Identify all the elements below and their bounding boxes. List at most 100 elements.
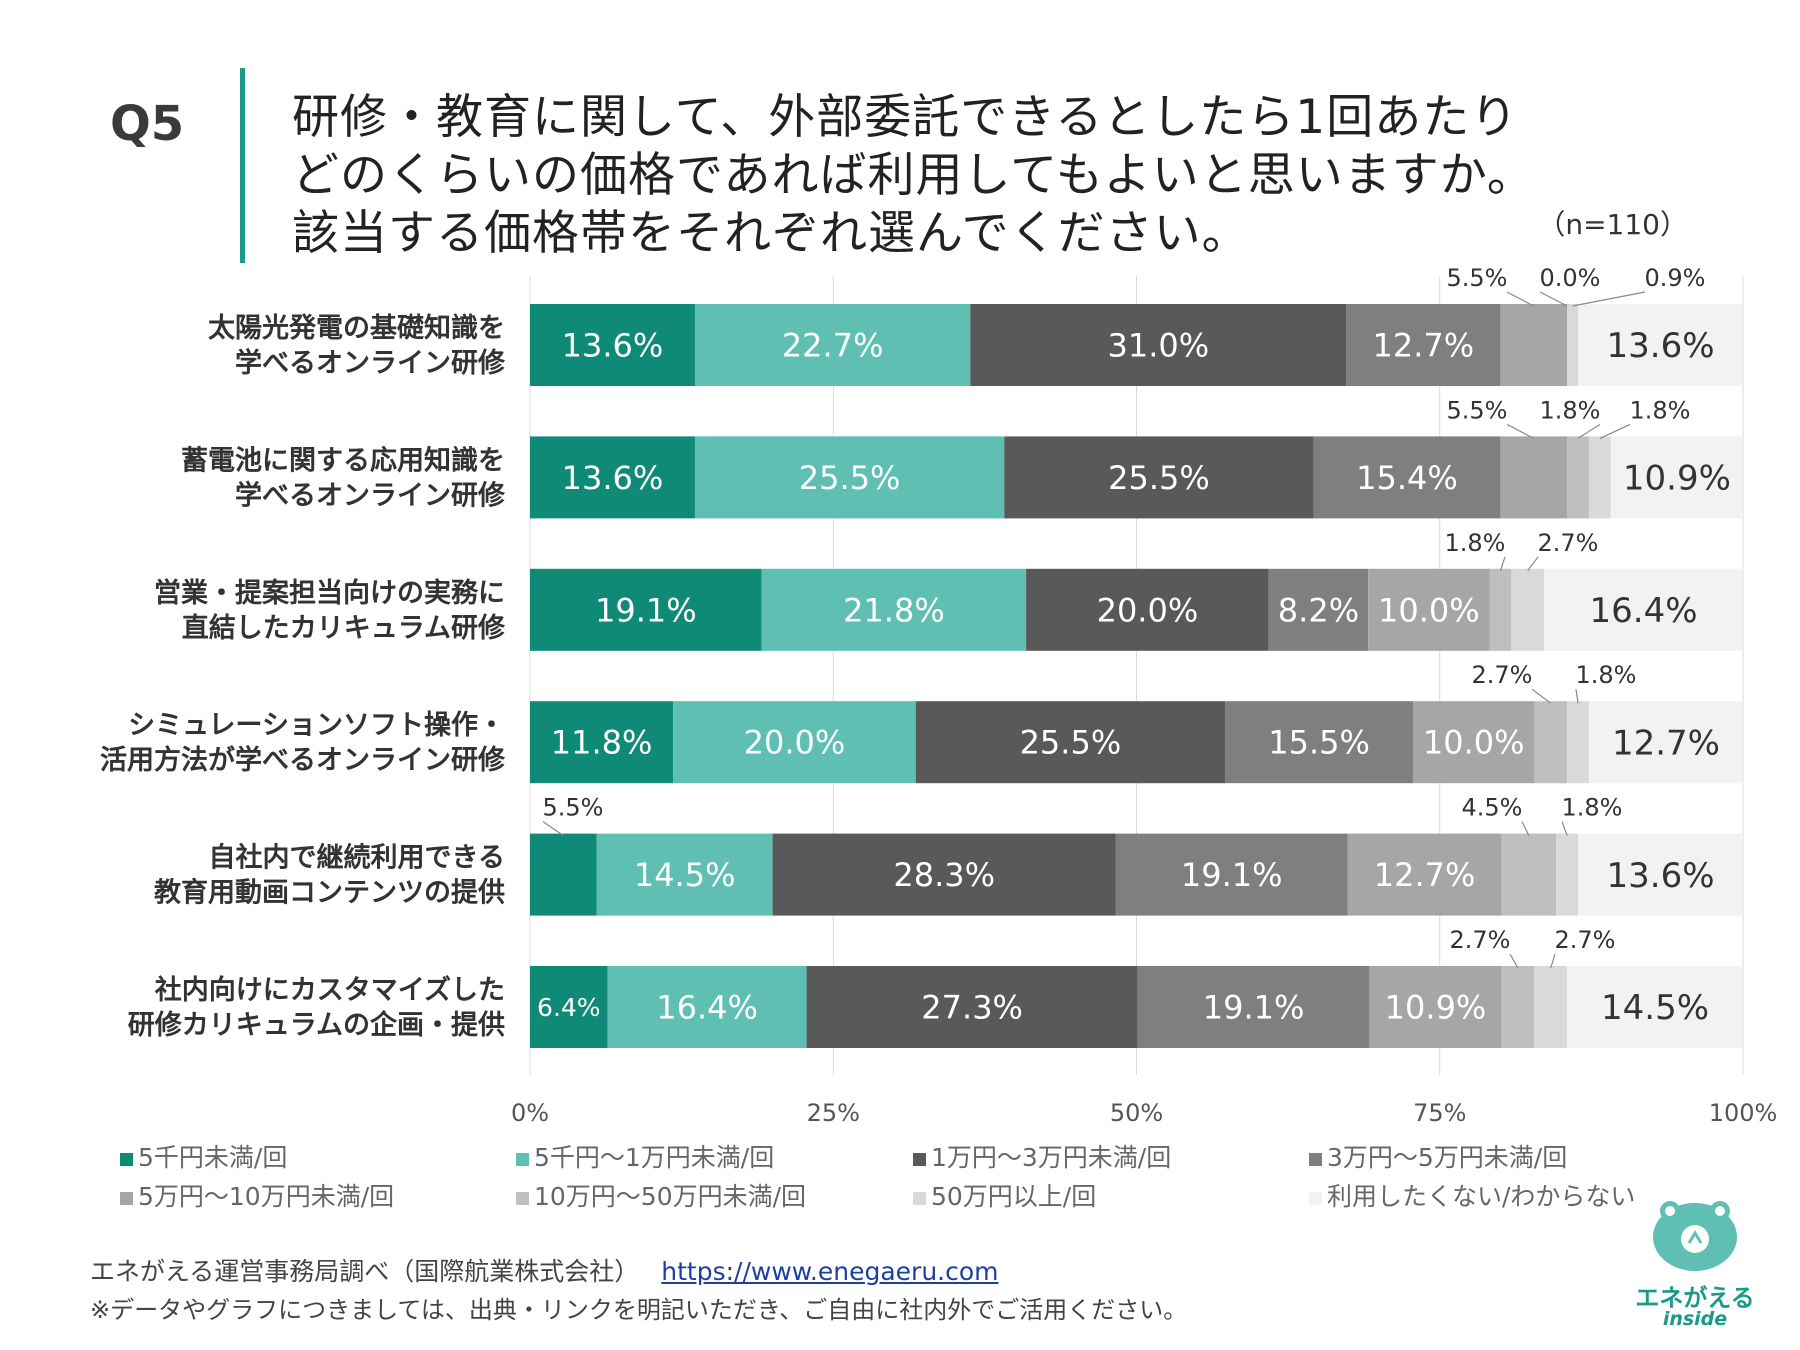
data-label: 10.9% (1623, 459, 1731, 499)
data-label: 21.8% (843, 591, 945, 629)
bar-segment (673, 701, 916, 784)
data-label: 14.5% (634, 856, 736, 894)
question-line-3: 該当する価格帯をそれぞれ選んでください。 (292, 206, 1250, 261)
data-label: 14.5% (1601, 988, 1709, 1028)
footer-link[interactable]: https://www.enegaeru.com (661, 1257, 999, 1286)
bar-segment (1556, 833, 1579, 916)
callout-label: 1.8% (1576, 661, 1637, 689)
enegaeru-logo (1653, 1201, 1737, 1271)
legend-swatch (516, 1192, 529, 1205)
category-label: 太陽光発電の基礎知識を (208, 313, 505, 344)
bar-segment (694, 304, 971, 386)
callout-leader (1561, 821, 1568, 836)
bar-segment (1369, 966, 1502, 1048)
category-label: 蓄電池に関する応用知識を (181, 444, 505, 476)
category-label: 社内向けにカスタマイズした (155, 974, 505, 1006)
callout-leader (1527, 556, 1539, 572)
x-tick-label: 50% (1110, 1099, 1163, 1127)
logo-frog-pupil-right (1715, 1206, 1725, 1216)
bar-segment (1544, 568, 1743, 651)
callout-label: 4.5% (1462, 794, 1523, 822)
data-label: 19.1% (1203, 989, 1305, 1027)
data-label: 13.6% (562, 327, 664, 365)
category-label: 学べるオンライン研修 (235, 347, 506, 379)
category-label: 活用方法が学べるオンライン研修 (100, 744, 506, 776)
legend-swatch (913, 1192, 926, 1205)
data-label: 13.6% (562, 459, 664, 497)
logo-bulb-filament (1687, 1230, 1703, 1244)
bar-segment (1347, 833, 1502, 916)
legend-swatch (913, 1153, 926, 1166)
callout-leader (1550, 953, 1556, 969)
callout-leader (1539, 291, 1568, 307)
bar-segment (1501, 966, 1535, 1048)
x-tick-label: 0% (511, 1099, 549, 1127)
callout-leader (1509, 953, 1519, 969)
bar-segment (1004, 436, 1314, 519)
callout-label: 2.7% (1450, 926, 1511, 954)
callout-leader (1572, 291, 1646, 307)
bar-segment (1578, 833, 1743, 916)
bar-segment (530, 701, 674, 784)
callout-label: 1.8% (1445, 529, 1506, 557)
callout-label: 2.7% (1538, 529, 1599, 557)
callout-label: 1.8% (1630, 396, 1691, 424)
legend-label: 5千円～1万円未満/回 (534, 1143, 774, 1172)
bar-segment (1501, 833, 1557, 916)
data-label: 20.0% (744, 724, 846, 762)
bar-segment (1500, 436, 1568, 519)
bar-segment (1567, 436, 1589, 519)
bar-segment (1026, 568, 1269, 651)
x-tick-label: 100% (1709, 1099, 1778, 1127)
data-label: 10.9% (1385, 989, 1487, 1027)
data-label: 10.0% (1378, 591, 1480, 629)
bar-segment (1368, 568, 1490, 651)
data-label: 15.4% (1356, 459, 1458, 497)
bar-segment (607, 966, 807, 1048)
question-accent-bar (240, 68, 245, 263)
data-label: 13.6% (1607, 856, 1715, 896)
bar-segment (1534, 701, 1568, 784)
callout-leader (1506, 423, 1535, 439)
callout-leader (1575, 689, 1579, 704)
category-label: シミュレーションソフト操作・ (128, 710, 505, 741)
legend-label: 利用したくない/わからない (1327, 1182, 1635, 1211)
bar-segment (1511, 568, 1545, 651)
data-label: 19.1% (1181, 856, 1283, 894)
data-label: 11.8% (551, 724, 653, 762)
legend-label: 50万円以上/回 (931, 1182, 1096, 1211)
legend-label: 10万円～50万円未満/回 (534, 1182, 806, 1211)
callout-leader (1577, 423, 1601, 439)
bar-segment (596, 833, 773, 916)
footer-note: ※データやグラフにつきましては、出典・リンクを明記いただき、ご自由に社内外でご活… (90, 1296, 1188, 1324)
callout-label: 5.5% (1447, 396, 1508, 424)
data-label: 27.3% (921, 989, 1023, 1027)
callout-label: 2.7% (1472, 661, 1533, 689)
callout-leader (1531, 688, 1552, 704)
legend-swatch (1309, 1192, 1322, 1205)
bar-segment (530, 966, 608, 1048)
callout-label: 5.5% (1447, 264, 1508, 292)
legend-swatch (120, 1153, 133, 1166)
x-tick-label: 25% (807, 1099, 860, 1127)
question-number: Q5 (110, 96, 185, 152)
category-label: 営業・提案担当向けの実務に (154, 577, 505, 609)
logo-name: エネがえる (1635, 1284, 1755, 1312)
bar-segment (694, 436, 1005, 519)
bar-segment (1588, 701, 1743, 784)
legend-swatch (120, 1192, 133, 1205)
bar-segment (1225, 701, 1414, 784)
callout-label: 5.5% (543, 794, 604, 822)
logo-sub: inside (1662, 1308, 1728, 1330)
callout-label: 0.0% (1540, 264, 1601, 292)
logo-bulb (1681, 1225, 1709, 1253)
data-label: 12.7% (1373, 327, 1475, 365)
data-label: 13.6% (1607, 326, 1715, 366)
category-label: 研修カリキュラムの企画・提供 (128, 1009, 505, 1041)
data-label: 6.4% (537, 993, 601, 1022)
data-label: 12.7% (1612, 723, 1720, 763)
sample-size: （n=110） (1537, 208, 1688, 241)
category-label: 自社内で継続利用できる (209, 842, 505, 874)
category-label: 学べるオンライン研修 (235, 479, 506, 511)
bar-segment (1115, 833, 1348, 916)
